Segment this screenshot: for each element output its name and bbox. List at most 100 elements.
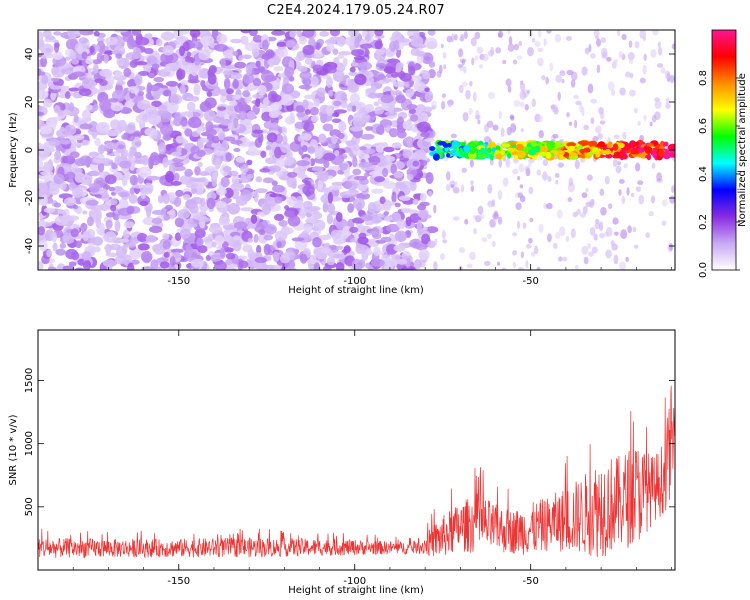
spectrogram-cell bbox=[634, 244, 639, 249]
spectrogram-cell bbox=[294, 121, 306, 130]
spectrogram-cell bbox=[452, 186, 460, 194]
spectrogram-cell bbox=[603, 231, 610, 237]
spectrogram-cell bbox=[557, 91, 561, 101]
spectrogram-cell bbox=[477, 119, 481, 125]
spectrogram-cell bbox=[162, 45, 174, 56]
spectrogram-cell bbox=[536, 169, 542, 176]
spectrogram-cell bbox=[669, 195, 675, 204]
spectrogram-cell bbox=[123, 109, 130, 114]
spectrogram-cell bbox=[141, 154, 149, 166]
spectrogram-cell bbox=[286, 196, 298, 207]
spectrogram-cell bbox=[325, 38, 337, 46]
spectrogram-cell bbox=[613, 254, 619, 265]
spectrogram-cell bbox=[182, 194, 191, 201]
spectrogram-cell bbox=[282, 135, 288, 146]
spectrogram-cell bbox=[656, 172, 663, 182]
spectrogram-cell bbox=[163, 213, 171, 221]
spectrogram-cell bbox=[53, 105, 61, 114]
spectrogram-cell bbox=[450, 133, 458, 139]
spectrogram-cell bbox=[386, 156, 396, 162]
spectrogram-cell bbox=[125, 52, 138, 60]
spectrogram-cell bbox=[384, 257, 399, 267]
spectrogram-cell bbox=[607, 81, 615, 91]
spectrogram-cell bbox=[441, 230, 446, 239]
spectrogram-cell bbox=[350, 49, 365, 57]
spectrogram-cell bbox=[315, 42, 321, 51]
spectrogram-cell bbox=[643, 53, 647, 61]
spectrogram-cell bbox=[390, 89, 396, 97]
spectrogram-cell bbox=[545, 76, 549, 85]
spectrogram-cell bbox=[382, 181, 397, 189]
spectrogram-cell bbox=[559, 70, 566, 76]
spectrogram-cell bbox=[333, 253, 345, 259]
spectrogram-cell bbox=[624, 71, 632, 78]
spectrogram-cell bbox=[505, 157, 511, 168]
spectrogram-cell bbox=[136, 232, 148, 242]
spectrogram-cell bbox=[222, 224, 236, 230]
spectrogram-cell bbox=[40, 71, 46, 76]
spectrogram-cell bbox=[110, 204, 117, 212]
spectrogram-cell bbox=[108, 75, 115, 87]
spectrogram-cell bbox=[457, 63, 463, 68]
spectrogram-cell bbox=[446, 171, 451, 181]
spectrogram-cell bbox=[629, 58, 634, 65]
spectrogram-cell bbox=[590, 98, 598, 104]
spectrogram-cell bbox=[174, 232, 182, 241]
spectrogram-cell bbox=[342, 57, 348, 67]
signal-band-cell bbox=[538, 146, 549, 153]
spectrogram-cell bbox=[92, 104, 99, 112]
spectrogram-cell bbox=[567, 197, 573, 203]
spectrogram-cell bbox=[138, 103, 151, 109]
spectrogram-cell bbox=[334, 71, 345, 76]
signal-band-cell bbox=[538, 152, 548, 157]
spectrogram-cell bbox=[303, 94, 314, 99]
snr-y-label: SNR (10 * v/v) bbox=[8, 414, 19, 485]
spectrogram-cell bbox=[396, 219, 406, 229]
spectrogram-cell bbox=[383, 211, 390, 216]
spectrogram-cell bbox=[47, 266, 57, 270]
spectrogram-cell bbox=[281, 125, 287, 136]
spectrogram-cell bbox=[110, 119, 121, 130]
spectrogram-cell bbox=[114, 255, 127, 265]
spectrogram-cell bbox=[388, 103, 395, 114]
spectrogram-cell bbox=[619, 87, 626, 96]
spectrogram-cell bbox=[151, 217, 163, 225]
spectrogram-cell bbox=[370, 85, 377, 93]
spectrogram-cell bbox=[43, 98, 53, 108]
spectrogram-cell bbox=[272, 184, 285, 193]
spectrogram-cell bbox=[107, 98, 119, 103]
spectrogram-cell bbox=[461, 59, 465, 66]
spectrogram-cell bbox=[104, 142, 118, 149]
spectrogram-cell bbox=[394, 202, 401, 208]
spectrogram-cell bbox=[585, 187, 590, 193]
spectrogram-cell bbox=[358, 61, 372, 71]
spectrogram-cell bbox=[244, 42, 255, 52]
spectrogram-cell bbox=[326, 257, 336, 266]
spectrogram-cell bbox=[481, 53, 489, 61]
spectrogram-cell bbox=[284, 267, 297, 270]
spectrogram-cell bbox=[114, 30, 129, 33]
spectrogram-cell bbox=[584, 47, 590, 55]
spectrogram-cell bbox=[176, 67, 186, 80]
spectrogram-cell bbox=[117, 144, 125, 150]
spectrogram-cell bbox=[287, 215, 301, 227]
spectrogram-cell bbox=[582, 205, 588, 215]
spectrogram-cell bbox=[522, 222, 527, 230]
spectrogram-cell bbox=[327, 191, 334, 204]
spectrogram-cell bbox=[408, 65, 416, 76]
spectrogram-cell bbox=[68, 181, 76, 191]
spectrogram-cell bbox=[397, 258, 408, 265]
spectrogram-cell bbox=[80, 222, 88, 232]
spectrogram-cell bbox=[418, 31, 426, 38]
spectrogram-cell bbox=[243, 85, 258, 91]
spectrogram-cell bbox=[294, 201, 304, 207]
spectrogram-cell bbox=[208, 225, 223, 234]
spectrogram-cell bbox=[166, 144, 172, 151]
spectrogram-cell bbox=[289, 30, 297, 38]
spectrogram-cell bbox=[397, 130, 407, 139]
spectrogram-cell bbox=[538, 115, 544, 123]
spectrogram-cell bbox=[287, 171, 298, 178]
spectrogram-cell bbox=[460, 184, 465, 193]
signal-band-cell bbox=[495, 153, 503, 160]
spectrogram-cell bbox=[331, 118, 342, 123]
